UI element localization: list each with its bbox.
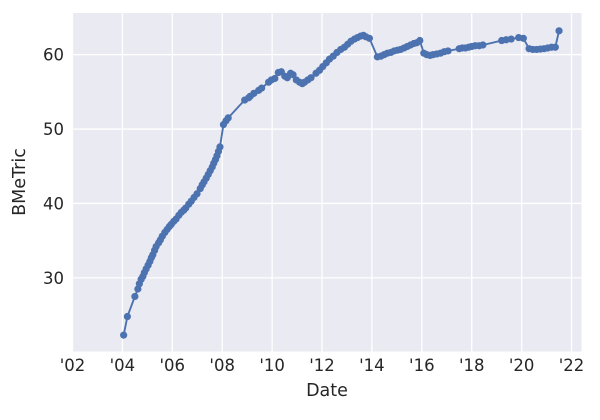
data-point [131,292,139,301]
y-tick-label: 50 [43,120,64,139]
x-tick-label: '22 [559,356,585,375]
data-point [307,74,315,82]
y-axis-label: BMeTric [10,148,30,216]
x-axis-label: Date [306,381,348,401]
y-tick-label: 60 [43,46,64,65]
x-tick-label: '18 [459,356,485,375]
data-point [216,143,224,151]
x-tick-label: '08 [209,356,235,375]
data-point [365,34,374,42]
x-tick-label: '16 [409,356,435,375]
plot-background [72,13,582,352]
data-point [551,43,559,51]
x-tick-label: '12 [309,356,335,375]
data-point [555,27,563,35]
x-tick-label: '02 [60,356,86,375]
data-point [193,190,201,198]
y-tick-label: 30 [43,269,64,288]
data-point [123,312,131,321]
data-point [258,84,266,92]
data-point [416,36,424,45]
data-point [479,41,487,49]
x-tick-label: '20 [509,356,535,375]
data-point [507,35,515,43]
data-point [289,71,297,79]
x-tick-label: '04 [110,356,136,375]
x-tick-label: '06 [160,356,186,375]
x-tick-label: '14 [359,356,385,375]
data-point [444,47,452,55]
y-tick-label: 40 [43,194,64,213]
data-point [271,74,279,83]
data-point [519,34,527,42]
data-point [120,331,128,339]
x-tick-label: '10 [259,356,285,375]
data-point [224,114,232,122]
